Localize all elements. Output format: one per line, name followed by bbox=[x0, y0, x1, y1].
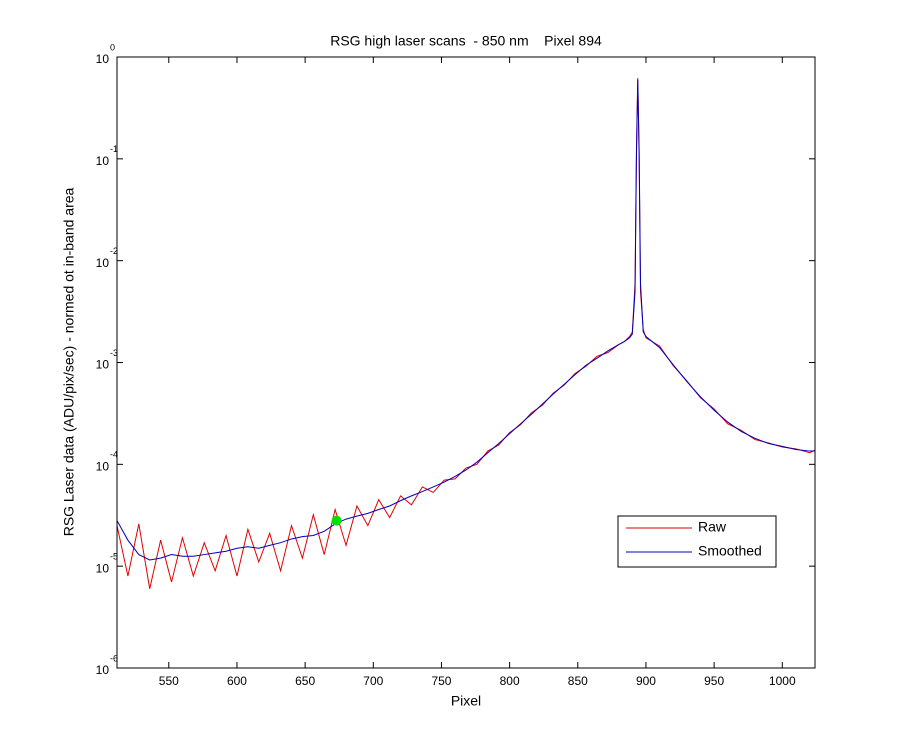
y-tick-label: 10 bbox=[96, 52, 110, 66]
y-tick-label: 10 bbox=[96, 358, 110, 372]
x-tick-label: 1000 bbox=[769, 674, 796, 688]
y-tick-label: 10 bbox=[96, 460, 110, 474]
y-tick-exponent: -6 bbox=[110, 653, 118, 663]
axes-box bbox=[116, 56, 816, 669]
legend-label: Raw bbox=[698, 519, 727, 535]
y-tick-label: 10 bbox=[96, 561, 110, 575]
y-tick-exponent: -4 bbox=[110, 450, 118, 460]
y-tick-exponent: -2 bbox=[110, 246, 118, 256]
y-tick-exponent: -5 bbox=[110, 552, 118, 562]
x-axis-label: Pixel bbox=[451, 693, 481, 709]
y-tick-exponent: -3 bbox=[110, 348, 118, 358]
x-tick-label: 850 bbox=[568, 674, 588, 688]
chart-title: RSG high laser scans - 850 nm Pixel 894 bbox=[330, 33, 602, 49]
legend-label: Smoothed bbox=[698, 543, 762, 559]
series-line bbox=[117, 79, 815, 561]
x-tick-label: 900 bbox=[636, 674, 656, 688]
legend-box bbox=[617, 515, 777, 568]
highlight-marker bbox=[331, 515, 342, 526]
x-tick-label: 750 bbox=[431, 674, 451, 688]
x-tick-label: 700 bbox=[363, 674, 383, 688]
plot-area bbox=[117, 57, 815, 668]
y-tick-label: 10 bbox=[96, 154, 110, 168]
x-tick-label: 550 bbox=[159, 674, 179, 688]
y-axis-label: RSG Laser data (ADU/pix/sec) - normed ot… bbox=[61, 187, 77, 536]
y-tick-exponent: 0 bbox=[110, 42, 115, 52]
x-tick-label: 650 bbox=[295, 674, 315, 688]
y-tick-exponent: -1 bbox=[110, 144, 118, 154]
y-tick-label: 10 bbox=[96, 663, 110, 677]
x-tick-label: 600 bbox=[227, 674, 247, 688]
y-tick-label: 10 bbox=[96, 256, 110, 270]
x-tick-label: 800 bbox=[500, 674, 520, 688]
x-tick-label: 950 bbox=[704, 674, 724, 688]
